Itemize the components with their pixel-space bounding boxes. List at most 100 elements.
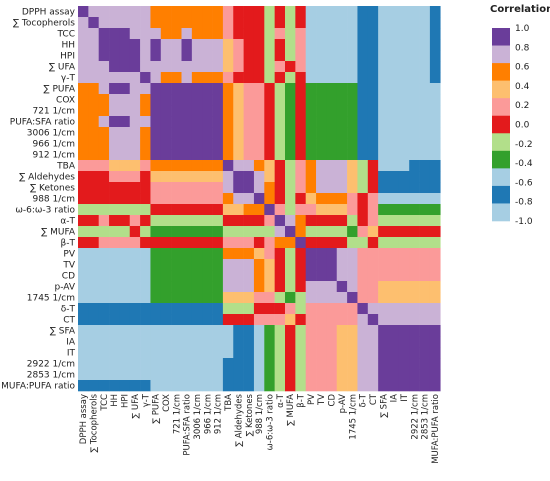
heatmap-cell [398,83,410,95]
heatmap-cell [419,325,431,337]
heatmap-cell [140,127,151,139]
heatmap-cell [150,248,162,260]
heatmap-cell [119,248,131,260]
heatmap-cell [202,380,213,392]
heatmap-cell [316,380,327,392]
heatmap-cell [264,17,275,29]
heatmap-cell [233,259,244,271]
heatmap-cell [109,336,120,348]
heatmap-cell [109,83,120,95]
heatmap-cell [429,292,441,304]
heatmap-cell [160,94,172,106]
heatmap-cell [367,259,379,271]
heatmap-cell [181,50,193,62]
heatmap-cell [336,6,348,18]
heatmap-cell [119,171,131,183]
heatmap-cell [326,215,338,227]
heatmap-cell [357,259,369,271]
heatmap-cell [119,17,131,29]
heatmap-cell [202,248,213,260]
heatmap-cell [316,226,327,238]
heatmap-cell [336,61,348,73]
heatmap-cell [274,303,286,315]
heatmap-cell [222,204,234,216]
heatmap-cell [171,226,182,238]
heatmap-cell [398,237,410,249]
heatmap-cell [274,171,286,183]
row-label: HPI [60,52,75,62]
heatmap-cell [336,72,348,84]
heatmap-cell [119,325,131,337]
legend-swatch [492,98,510,117]
heatmap-cell [119,369,131,381]
heatmap-cell [305,94,317,106]
heatmap-cell [316,270,327,282]
heatmap-cell [78,226,89,238]
heatmap-cell [388,149,400,161]
heatmap-cell [109,127,120,139]
heatmap-cell [253,39,265,51]
heatmap-cell [88,369,99,381]
heatmap-cell [140,281,151,293]
heatmap-cell [243,83,255,95]
heatmap-cell [181,39,193,51]
heatmap-cell [150,72,162,84]
heatmap-cell [150,105,162,117]
heatmap-cell [388,369,400,381]
heatmap-cell [181,182,193,194]
heatmap-cell [285,182,296,194]
heatmap-cell [129,358,141,370]
heatmap-cell [316,358,327,370]
row-label: CD [62,272,75,282]
heatmap-cell [222,237,234,249]
heatmap-cell [326,28,338,40]
heatmap-cell [388,270,400,282]
heatmap-cell [98,94,110,106]
heatmap-cell [398,259,410,271]
heatmap-cell [98,347,110,359]
heatmap-cell [285,127,296,139]
heatmap-cell [367,369,379,381]
heatmap-cell [150,281,162,293]
heatmap-cell [326,149,338,161]
heatmap-cell [140,160,151,172]
heatmap-cell [171,347,182,359]
column-label: PUFA:SFA ratio [183,394,193,456]
heatmap-cell [419,303,431,315]
heatmap-cell [222,72,234,84]
heatmap-cell [409,105,420,117]
heatmap-cell [388,259,400,271]
heatmap-cell [109,226,120,238]
heatmap-cell [264,149,275,161]
heatmap-cell [78,358,89,370]
heatmap-cell [191,138,203,150]
heatmap-cell [109,380,120,392]
heatmap-cell [78,17,89,29]
heatmap-cell [409,314,420,326]
heatmap-cell [429,270,441,282]
heatmap-cell [336,314,348,326]
heatmap-cell [264,116,275,128]
heatmap-cell [150,336,162,348]
heatmap-cell [109,259,120,271]
heatmap-cell [150,204,162,216]
heatmap-cell [222,303,234,315]
heatmap-cell [253,281,265,293]
heatmap-cell [181,259,193,271]
heatmap-cell [388,83,400,95]
heatmap-cell [367,281,379,293]
heatmap-cell [202,127,213,139]
heatmap-cell [388,303,400,315]
heatmap-cell [316,292,327,304]
heatmap-cell [316,94,327,106]
heatmap-cell [367,314,379,326]
heatmap-cell [243,171,255,183]
heatmap-cell [119,336,131,348]
heatmap-cell [409,182,420,194]
heatmap-cell [78,259,89,271]
heatmap-cell [264,215,275,227]
heatmap-cell [109,160,120,172]
heatmap-cell [212,204,224,216]
heatmap-cell [388,347,400,359]
heatmap-cell [295,17,306,29]
